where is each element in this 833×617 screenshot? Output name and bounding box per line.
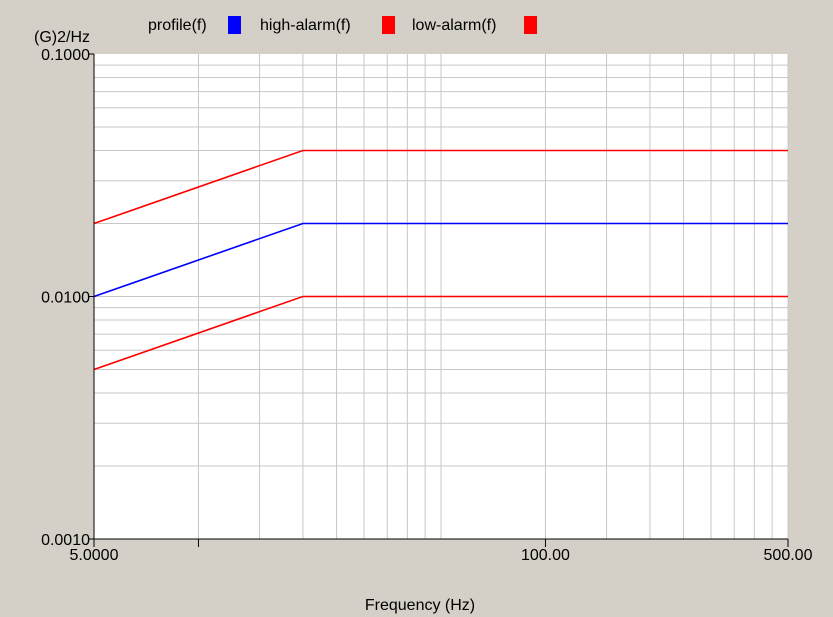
- legend: profile(f) high-alarm(f) low-alarm(f): [148, 16, 537, 34]
- legend-label-2: high-alarm(f): [260, 17, 351, 34]
- legend-label-1: profile(f): [148, 17, 207, 34]
- axes: [88, 53, 789, 547]
- y-tick-label: 0.0100: [41, 290, 90, 307]
- legend-label-3: low-alarm(f): [412, 17, 496, 34]
- series-line-1: [93, 222, 788, 298]
- legend-swatch-2: [382, 16, 395, 34]
- tick-labels: 5.0000 100.00 500.00 0.1000 0.0100 0.0010: [41, 47, 813, 564]
- series-line-3: [93, 295, 788, 371]
- x-tick-label: 5.0000: [70, 547, 119, 564]
- series-lines: [93, 149, 788, 371]
- series-line-2: [93, 149, 788, 225]
- x-tick-label: 100.00: [521, 547, 570, 564]
- legend-swatch-1: [228, 16, 241, 34]
- y-tick-label: 0.1000: [41, 47, 90, 64]
- y-axis-label: (G)2/Hz: [34, 29, 90, 46]
- y-tick-label: 0.0010: [41, 532, 90, 549]
- x-tick-label: 500.00: [764, 547, 813, 564]
- legend-swatch-3: [524, 16, 537, 34]
- x-axis-label: Frequency (Hz): [365, 597, 475, 614]
